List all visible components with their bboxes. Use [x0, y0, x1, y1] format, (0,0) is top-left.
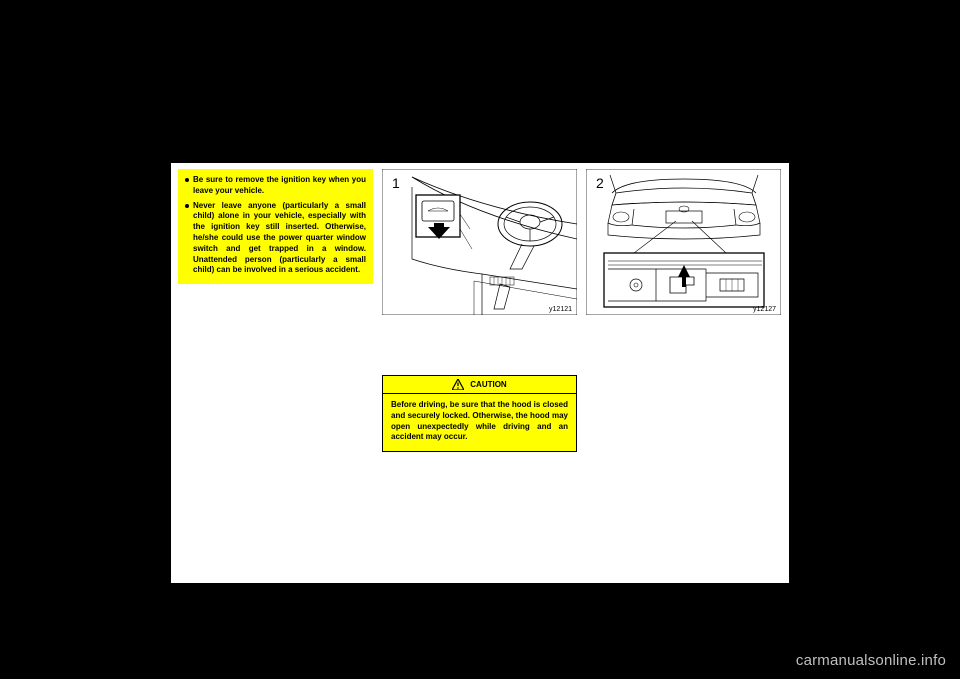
column-1: Be sure to remove the ignition key when … — [178, 169, 373, 284]
manual-page: Be sure to remove the ignition key when … — [171, 163, 789, 583]
caution-header: CAUTION — [383, 376, 576, 394]
column-3: 2 — [586, 169, 781, 315]
warning-triangle-icon — [452, 379, 464, 390]
watermark: carmanualsonline.info — [796, 652, 946, 669]
step-number: 2 — [596, 175, 604, 191]
figure-hood-release-exterior: 2 — [586, 169, 781, 315]
warning-item: Never leave anyone (particularly a small… — [185, 201, 366, 277]
figure-ref: y12127 — [753, 306, 776, 313]
caution-box: CAUTION Before driving, be sure that the… — [382, 375, 577, 452]
figure-ref: y12121 — [549, 306, 572, 313]
caution-body: Before driving, be sure that the hood is… — [383, 394, 576, 451]
caution-title: CAUTION — [470, 380, 506, 389]
warning-box: Be sure to remove the ignition key when … — [178, 169, 373, 284]
warning-item: Be sure to remove the ignition key when … — [185, 175, 366, 197]
column-2: 1 — [382, 169, 577, 452]
figure-hood-release-interior: 1 — [382, 169, 577, 315]
step-number: 1 — [392, 175, 400, 191]
